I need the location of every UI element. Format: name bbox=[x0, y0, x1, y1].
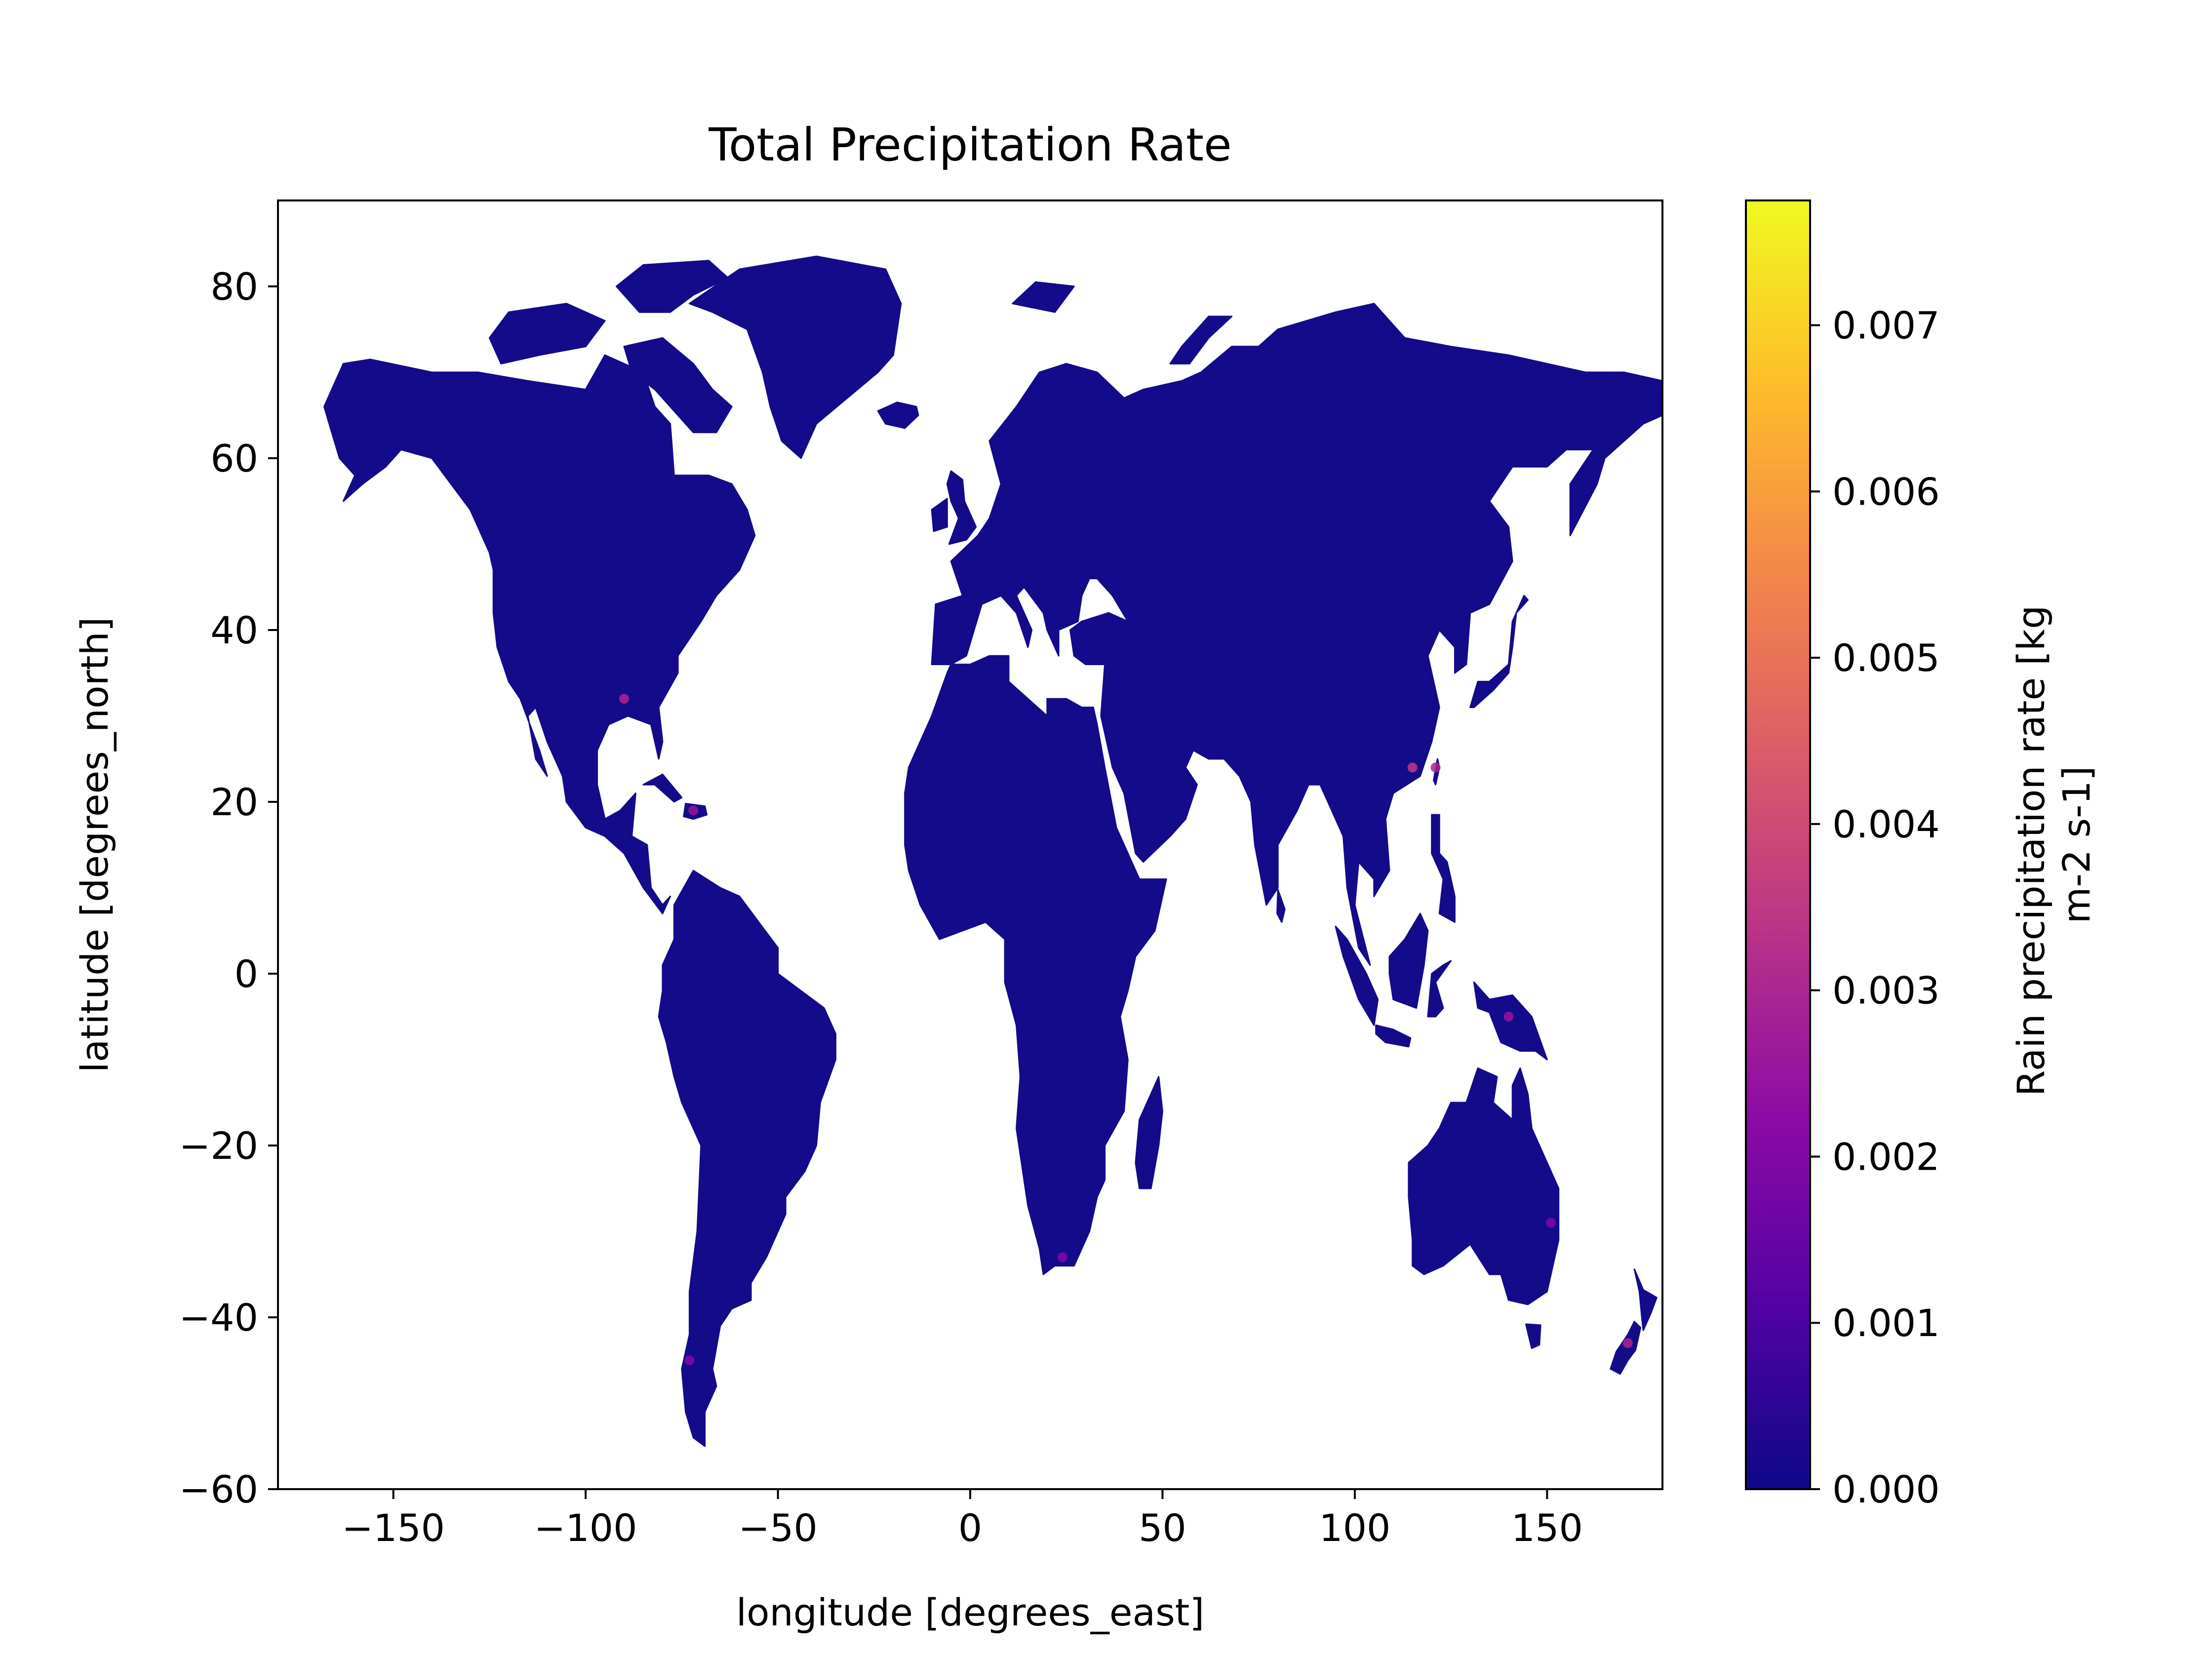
landmass-ellesmere-island bbox=[615, 260, 729, 313]
colorbar-label-line-1: Rain precipitation rate [kg bbox=[2009, 605, 2053, 1097]
landmass-australia bbox=[1408, 1067, 1560, 1305]
hotspot bbox=[1430, 762, 1441, 773]
hotspot bbox=[1503, 1012, 1514, 1022]
y-tick-label: 80 bbox=[210, 265, 258, 309]
y-tick-label: −20 bbox=[179, 1124, 258, 1168]
x-tick-label: −150 bbox=[342, 1506, 445, 1550]
colorbar-tick-label: 0.001 bbox=[1832, 1301, 1940, 1345]
x-tick-label: 0 bbox=[958, 1506, 982, 1550]
y-axis-label: latitude [degrees_north] bbox=[73, 617, 117, 1073]
y-tick-label: 40 bbox=[210, 608, 258, 652]
y-tick-label: 20 bbox=[210, 780, 258, 824]
colorbar-tick-label: 0.002 bbox=[1832, 1135, 1940, 1179]
hotspot-layer bbox=[619, 694, 1633, 1365]
landmass-borneo bbox=[1388, 912, 1429, 1009]
chart-title: Total Precipitation Rate bbox=[708, 118, 1231, 171]
landmass-nz-north-island bbox=[1633, 1268, 1658, 1331]
landmass-java bbox=[1375, 1024, 1412, 1048]
landmass-north-america bbox=[323, 354, 756, 914]
hotspot bbox=[1407, 762, 1418, 773]
x-tick-label: 50 bbox=[1139, 1506, 1186, 1550]
x-tick-label: 100 bbox=[1319, 1506, 1390, 1550]
y-tick-label: 0 bbox=[235, 952, 258, 996]
landmass-madagascar bbox=[1135, 1076, 1163, 1189]
colorbar-tick-label: 0.007 bbox=[1832, 304, 1940, 348]
y-tick-label: 60 bbox=[210, 436, 258, 480]
hotspot bbox=[1057, 1252, 1067, 1263]
landmass-great-britain bbox=[946, 470, 977, 545]
landmass-eurasia bbox=[931, 303, 1662, 966]
landmass-tasmania bbox=[1525, 1323, 1541, 1349]
landmass-sulawesi bbox=[1427, 960, 1452, 1018]
colorbar-gradient bbox=[1746, 200, 1810, 1489]
landmass-philippines bbox=[1431, 814, 1456, 923]
x-tick-label: 150 bbox=[1511, 1506, 1583, 1550]
plot-area bbox=[277, 199, 1663, 1490]
hotspot bbox=[684, 1355, 695, 1365]
colorbar-tick-label: 0.004 bbox=[1832, 802, 1940, 846]
y-tick-label: −60 bbox=[179, 1467, 258, 1511]
y-axis: −60 −40 −20 0 20 40 60 80 bbox=[179, 265, 278, 1511]
landmass-novaya-zemlya bbox=[1169, 316, 1233, 365]
hotspot bbox=[1622, 1338, 1633, 1348]
hotspot bbox=[1546, 1218, 1556, 1228]
landmass-iceland bbox=[877, 401, 919, 429]
colorbar-label: Rain precipitation rate [kg m-2 s-1] bbox=[2009, 593, 2098, 1097]
y-tick-label: −40 bbox=[179, 1296, 258, 1340]
colorbar: 0.000 0.001 0.002 0.003 0.004 0.005 0.006 0.007… bbox=[1745, 199, 2098, 1511]
landmass-arctic-islands bbox=[488, 303, 606, 365]
landmass-ireland bbox=[931, 498, 948, 532]
colorbar-tick-label: 0.000 bbox=[1832, 1467, 1940, 1511]
x-tick-label: −50 bbox=[738, 1506, 817, 1550]
land-layer bbox=[323, 255, 1662, 1447]
x-tick-label: −100 bbox=[534, 1506, 637, 1550]
colorbar-ticks: 0.000 0.001 0.002 0.003 0.004 0.005 0.006 0.007 bbox=[1810, 304, 1940, 1511]
landmass-baffin-island bbox=[623, 337, 733, 434]
colorbar-tick-label: 0.003 bbox=[1832, 969, 1940, 1013]
landmass-cuba bbox=[642, 773, 683, 803]
colorbar-label-line-2: m-2 s-1] bbox=[2054, 766, 2098, 924]
colorbar-tick-label: 0.006 bbox=[1832, 470, 1940, 514]
x-axis: −150 −100 −50 0 50 100 150 bbox=[342, 1489, 1583, 1550]
landmass-africa bbox=[904, 655, 1167, 1275]
landmass-japan bbox=[1469, 594, 1529, 709]
landmass-sri-lanka bbox=[1276, 889, 1286, 923]
x-axis-label: longitude [degrees_east] bbox=[736, 1590, 1204, 1634]
landmass-sumatra bbox=[1335, 925, 1379, 1026]
colorbar-frame bbox=[1745, 199, 1811, 1490]
colorbar-tick-label: 0.005 bbox=[1832, 636, 1940, 680]
landmass-svalbard bbox=[1012, 281, 1075, 313]
landmass-south-america bbox=[658, 869, 836, 1447]
hotspot bbox=[688, 805, 699, 816]
landmass-greenland bbox=[688, 255, 902, 459]
hotspot bbox=[619, 694, 629, 704]
